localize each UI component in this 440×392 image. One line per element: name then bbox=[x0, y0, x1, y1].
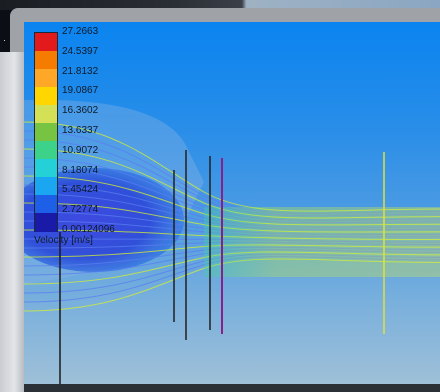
legend-value-label: 21.8132 bbox=[62, 65, 99, 77]
color-scale-bar bbox=[34, 32, 58, 232]
legend-swatch bbox=[35, 69, 57, 88]
legend-value-label: 13.6337 bbox=[62, 125, 99, 136]
star bbox=[4, 40, 5, 41]
legend-swatch bbox=[35, 195, 57, 214]
3d-viewport[interactable] bbox=[24, 22, 440, 384]
legend-swatch bbox=[35, 159, 57, 178]
legend-swatch bbox=[35, 105, 57, 124]
legend-swatch bbox=[35, 123, 57, 142]
legend-swatch bbox=[35, 33, 57, 52]
legend-value-label: 27.2663 bbox=[62, 26, 99, 37]
legend-value-label: 19.0867 bbox=[62, 85, 99, 97]
bottom-bar bbox=[24, 384, 440, 392]
left-panel[interactable] bbox=[0, 52, 24, 392]
legend-swatch bbox=[35, 213, 57, 232]
legend-value-label: 10.9072 bbox=[62, 144, 99, 156]
legend-value-label: 2.72774 bbox=[62, 204, 99, 216]
legend-value-label: 16.3602 bbox=[62, 105, 99, 117]
legend-swatch bbox=[35, 51, 57, 70]
top-strip bbox=[0, 0, 440, 10]
flow-visualization bbox=[24, 99, 440, 384]
legend-swatch bbox=[35, 141, 57, 160]
legend-value-label: 5.45424 bbox=[62, 184, 99, 196]
legend-value-label: 0.00124096 bbox=[62, 224, 115, 235]
jet-core bbox=[204, 207, 440, 277]
legend-swatch bbox=[35, 177, 57, 196]
legend-title: Velocity [m/s] bbox=[34, 235, 93, 246]
legend-value-label: 24.5397 bbox=[62, 45, 99, 57]
legend-swatch bbox=[35, 87, 57, 106]
velocity-legend: 27.2663 24.5397 21.8132 19.0867 16.3602 13.63… bbox=[34, 26, 174, 250]
legend-value-label: 8.18074 bbox=[62, 164, 99, 176]
